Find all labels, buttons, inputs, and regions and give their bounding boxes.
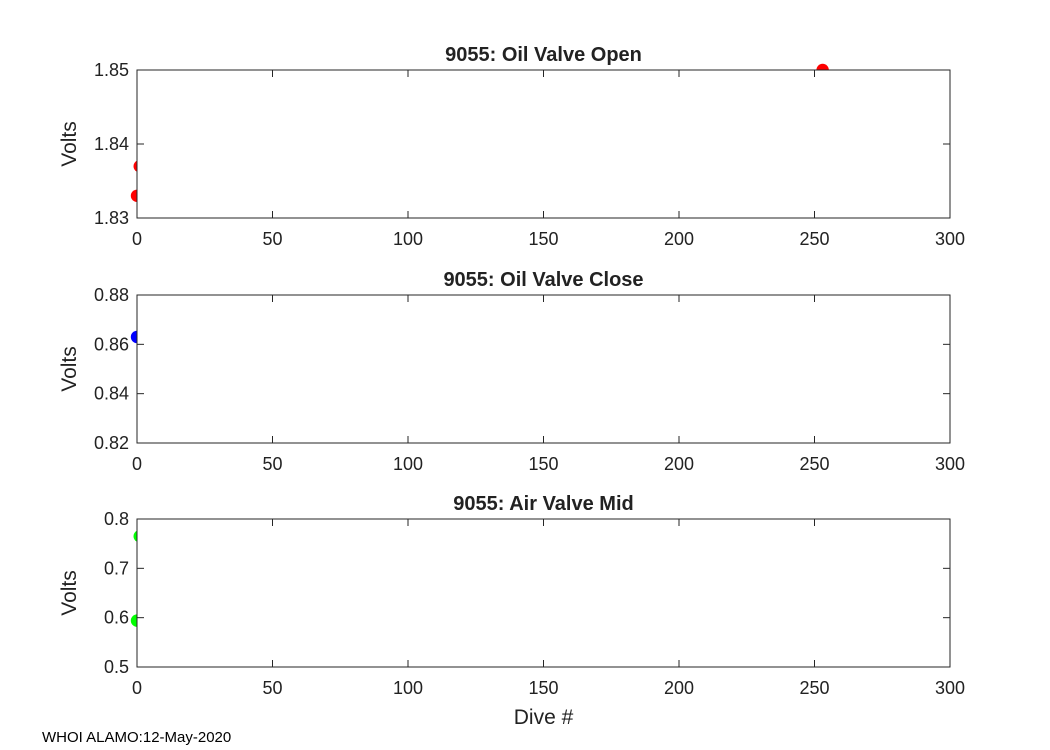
- chart-title: 9055: Oil Valve Open: [445, 44, 642, 66]
- x-tick-label: 50: [262, 678, 282, 698]
- x-tick-label: 300: [935, 454, 965, 474]
- chart-panel-1: 0 50 100 150 200 250 300 1.83 1.84 1.85 9055: Oil …: [58, 44, 965, 249]
- x-tick-label: 300: [935, 678, 965, 698]
- x-tick-label: 0: [132, 454, 142, 474]
- x-tick-label: 200: [664, 678, 694, 698]
- x-tick-label: 250: [799, 454, 829, 474]
- x-tick-label: 200: [664, 454, 694, 474]
- y-tick-label: 0.6: [104, 608, 129, 628]
- y-tick-label: 1.83: [94, 208, 129, 228]
- x-tick-label: 50: [262, 454, 282, 474]
- chart-title: 9055: Air Valve Mid: [453, 493, 633, 515]
- x-tick-label: 0: [132, 229, 142, 249]
- y-tick-label: 1.84: [94, 134, 129, 154]
- y-tick-label: 0.86: [94, 334, 129, 354]
- x-tick-label: 250: [799, 678, 829, 698]
- axes-frame: [136, 518, 951, 668]
- x-tick-label: 50: [262, 229, 282, 249]
- x-tick-label: 100: [393, 454, 423, 474]
- y-tick-label: 0.82: [94, 433, 129, 453]
- chart-panel-3: 0 50 100 150 200 250 300 0.5 0.6 0.7 0.8 9055: Air …: [58, 493, 965, 729]
- x-tick-label: 100: [393, 678, 423, 698]
- footer-credit: WHOI ALAMO:12-May-2020: [42, 729, 231, 746]
- chart-panels: 0 50 100 150 200 250 300 1.83 1.84 1.85 9055: Oil …: [58, 44, 965, 729]
- x-tick-label: 250: [799, 229, 829, 249]
- x-tick-label: 0: [132, 678, 142, 698]
- y-tick-label: 0.7: [104, 558, 129, 578]
- x-tick-label: 300: [935, 229, 965, 249]
- y-tick-label: 0.88: [94, 285, 129, 305]
- x-tick-label: 200: [664, 229, 694, 249]
- axes-frame: [136, 69, 951, 219]
- chart-panel-2: 0 50 100 150 200 250 300 0.82 0.84 0.86 0.88 9055: …: [58, 269, 965, 474]
- x-axis-label: Dive #: [514, 706, 574, 729]
- x-tick-label: 100: [393, 229, 423, 249]
- chart-title: 9055: Oil Valve Close: [443, 269, 643, 291]
- x-tick-label: 150: [528, 454, 558, 474]
- x-tick-label: 150: [528, 229, 558, 249]
- axes-frame: [136, 294, 951, 444]
- y-axis-label: Volts: [58, 346, 81, 392]
- y-tick-label: 0.5: [104, 657, 129, 677]
- y-tick-label: 0.8: [104, 509, 129, 529]
- y-axis-label: Volts: [58, 570, 81, 616]
- y-tick-label: 0.84: [94, 384, 129, 404]
- y-axis-label: Volts: [58, 121, 81, 167]
- x-tick-label: 150: [528, 678, 558, 698]
- y-tick-label: 1.85: [94, 60, 129, 80]
